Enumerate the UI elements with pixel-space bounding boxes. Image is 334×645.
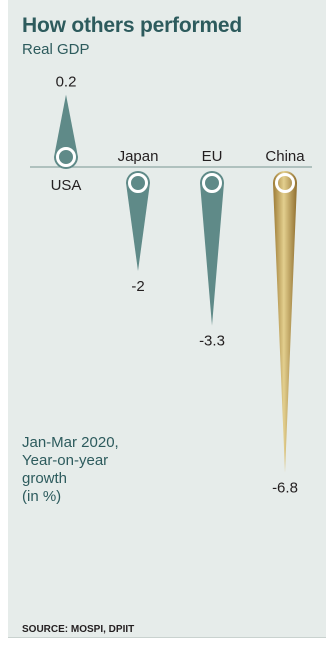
bar-eu [200, 171, 224, 326]
chart-panel [8, 0, 326, 638]
value-label-eu: -3.3 [199, 333, 225, 350]
bulb-china [275, 173, 295, 193]
chart-subtitle: Real GDP [22, 41, 90, 58]
chart-title: How others performed [22, 14, 243, 37]
value-label-japan: -2 [131, 278, 144, 295]
bar-japan [126, 171, 150, 271]
bulb-japan [128, 173, 148, 193]
category-label-china: China [265, 148, 305, 165]
bulb-eu [202, 173, 222, 193]
bulb-usa [56, 147, 76, 167]
value-label-usa: 0.2 [56, 74, 77, 91]
source-text: SOURCE: MOSPI, DPIIT [22, 624, 135, 635]
bar-china [273, 171, 297, 473]
category-label-eu: EU [202, 148, 223, 165]
value-label-china: -6.8 [272, 480, 298, 497]
chart-note: Jan-Mar 2020, Year-on-year growth (in %) [22, 434, 119, 505]
category-label-japan: Japan [118, 148, 159, 165]
category-label-usa: USA [51, 177, 82, 194]
